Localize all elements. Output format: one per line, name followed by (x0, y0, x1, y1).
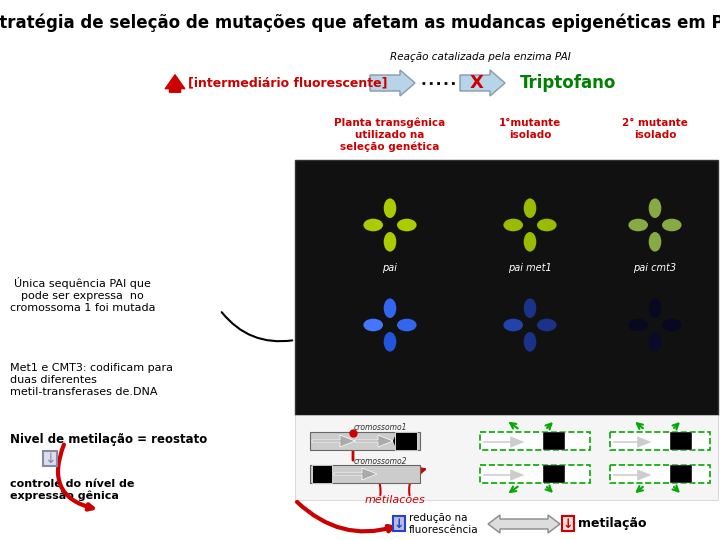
Bar (395, 432, 417, 450)
Ellipse shape (537, 319, 557, 332)
Text: Met1 e CMT3: codificam para
duas diferentes
metil-transferases de.DNA: Met1 e CMT3: codificam para duas diferen… (10, 363, 173, 396)
Text: pai: pai (382, 263, 397, 273)
Ellipse shape (649, 332, 661, 352)
FancyBboxPatch shape (610, 432, 710, 450)
Text: redução na
fluorescência: redução na fluorescência (409, 513, 479, 535)
Bar (295, 160, 718, 415)
Text: Planta transgênica
utilizado na
seleção genética: Planta transgênica utilizado na seleção … (334, 118, 446, 152)
Ellipse shape (662, 219, 682, 231)
FancyBboxPatch shape (310, 465, 420, 483)
FancyBboxPatch shape (43, 451, 57, 466)
FancyBboxPatch shape (610, 465, 710, 483)
Ellipse shape (503, 319, 523, 332)
Bar (295, 415, 718, 500)
Polygon shape (460, 70, 505, 96)
Ellipse shape (384, 332, 396, 352)
Text: Nivel de metilação = reostato: Nivel de metilação = reostato (10, 434, 207, 447)
Text: pai cmt3: pai cmt3 (634, 263, 677, 273)
Ellipse shape (537, 219, 557, 231)
Text: controle do nível de
expressão gênica: controle do nível de expressão gênica (10, 479, 135, 501)
Ellipse shape (649, 232, 661, 252)
FancyBboxPatch shape (393, 516, 405, 531)
Text: 2° mutante
isolado: 2° mutante isolado (622, 118, 688, 140)
Polygon shape (483, 436, 525, 448)
Ellipse shape (384, 198, 396, 218)
Ellipse shape (649, 299, 661, 318)
Polygon shape (370, 70, 415, 96)
Polygon shape (488, 515, 560, 533)
Ellipse shape (629, 219, 648, 231)
Ellipse shape (397, 319, 417, 332)
FancyArrowPatch shape (166, 75, 185, 92)
Polygon shape (613, 469, 652, 481)
Text: Reação catalizada pela enzima PAI: Reação catalizada pela enzima PAI (390, 52, 570, 62)
Polygon shape (334, 468, 377, 480)
Ellipse shape (397, 219, 417, 231)
Text: Estratégia de seleção de mutações que afetam as mudancas epigenéticas em PAI: Estratégia de seleção de mutações que af… (0, 14, 720, 32)
Text: metilacoes: metilacoes (364, 495, 426, 505)
Ellipse shape (364, 319, 383, 332)
Ellipse shape (629, 319, 648, 332)
Bar (543, 432, 565, 450)
Text: Triptofano: Triptofano (520, 74, 616, 92)
Ellipse shape (649, 198, 661, 218)
Bar (312, 465, 332, 483)
FancyBboxPatch shape (310, 432, 420, 450)
Ellipse shape (384, 299, 396, 318)
FancyBboxPatch shape (480, 465, 590, 483)
Ellipse shape (523, 198, 536, 218)
Text: ↓: ↓ (394, 517, 404, 530)
Bar (670, 465, 692, 483)
Text: pai met1: pai met1 (508, 263, 552, 273)
Bar (543, 465, 565, 483)
Polygon shape (613, 436, 652, 448)
FancyBboxPatch shape (480, 432, 590, 450)
Text: cromossomo1: cromossomo1 (354, 423, 407, 432)
Text: ↓: ↓ (44, 452, 56, 466)
Polygon shape (355, 435, 393, 447)
Polygon shape (312, 435, 355, 447)
FancyBboxPatch shape (562, 516, 574, 531)
Ellipse shape (384, 232, 396, 252)
Polygon shape (393, 436, 395, 446)
Text: cromossomo2: cromossomo2 (354, 457, 407, 466)
Polygon shape (483, 469, 525, 481)
Ellipse shape (523, 299, 536, 318)
Bar (670, 432, 692, 450)
Text: [intermediário fluorescente]: [intermediário fluorescente] (188, 77, 387, 90)
Text: ↓: ↓ (563, 517, 573, 530)
Text: 1°mutante
isolado: 1°mutante isolado (499, 118, 561, 140)
Text: X: X (470, 74, 484, 92)
Ellipse shape (662, 319, 682, 332)
Ellipse shape (523, 232, 536, 252)
Text: metilação: metilação (578, 517, 647, 530)
Ellipse shape (523, 332, 536, 352)
Text: Única sequência PAI que
pode ser expressa  no
cromossoma 1 foi mutada: Única sequência PAI que pode ser express… (10, 278, 156, 313)
Ellipse shape (503, 219, 523, 231)
Ellipse shape (364, 219, 383, 231)
